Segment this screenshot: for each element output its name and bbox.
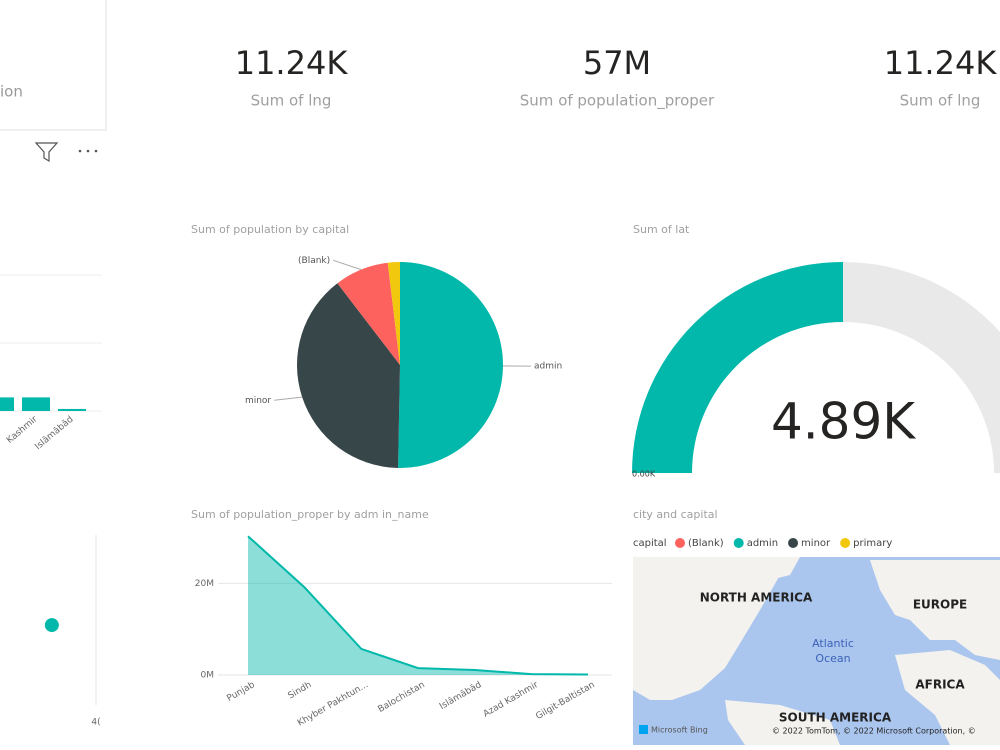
y-tick-label: 0M <box>201 671 215 681</box>
gauge-value: 4.89K <box>771 393 916 451</box>
card-value: 11.24K <box>884 44 998 82</box>
scatter-point <box>44 618 59 633</box>
legend-marker <box>733 538 744 548</box>
legend-label: primary <box>853 538 892 549</box>
slice-label: minor <box>245 396 271 406</box>
slice-label: admin <box>534 362 562 372</box>
slice-label: (Blank) <box>298 256 330 266</box>
map-label: SOUTH AMERICA <box>779 711 892 725</box>
area <box>248 536 588 675</box>
legend-marker <box>675 538 685 548</box>
filter-icon[interactable] <box>34 142 59 163</box>
x-tick-label: 4( <box>91 718 100 728</box>
map-label: Atlantic <box>812 637 854 650</box>
more-options[interactable] <box>78 149 98 153</box>
map-label: AFRICA <box>915 678 965 692</box>
chart-title: city and capital <box>633 508 718 521</box>
bar <box>0 397 14 411</box>
line <box>247 535 589 676</box>
bing-logo <box>639 725 648 734</box>
bar <box>22 397 50 411</box>
card-value: 11.24K <box>235 44 349 82</box>
legend-title: capital <box>633 538 667 549</box>
legend-marker <box>788 538 799 548</box>
pie-slice <box>387 262 400 365</box>
bar <box>58 408 86 411</box>
card-label: Sum of population_proper <box>520 92 715 111</box>
chart-title: Sum of population by capital <box>191 223 349 236</box>
leader-line <box>274 396 303 401</box>
legend-marker <box>840 538 851 548</box>
card-label: Sum of lng <box>900 92 981 110</box>
legend-label: minor <box>801 538 831 549</box>
card-value: 57M <box>583 44 651 82</box>
map-label: Ocean <box>815 652 850 665</box>
gauge-fill <box>632 262 843 473</box>
chart-title: Sum of population_proper by adm in_name <box>191 508 429 521</box>
pie-slice <box>398 262 504 468</box>
card-label: Sum of lng <box>251 92 332 110</box>
partial-card-text: ion <box>0 83 23 101</box>
map-label: NORTH AMERICA <box>700 591 813 605</box>
legend-label: admin <box>747 538 778 549</box>
map-land <box>870 560 1000 660</box>
map-land <box>895 650 1000 745</box>
map: NORTH AMERICA EUROPE Atlantic Ocean AFRI… <box>633 557 1000 745</box>
pie-slice <box>337 262 400 365</box>
chart-title: Sum of lat <box>633 223 690 236</box>
legend-label: (Blank) <box>688 538 724 549</box>
map-land <box>760 557 800 580</box>
y-tick-label: 20M <box>195 579 214 589</box>
map-logo: Microsoft Bing <box>651 726 708 735</box>
gauge-min-label: 0.00K <box>632 470 656 479</box>
map-land <box>633 557 780 700</box>
pie-slice <box>297 283 400 468</box>
map-land <box>725 700 840 745</box>
card-border <box>0 0 107 131</box>
map-attribution: © 2022 TomTom, © 2022 Microsoft Corporat… <box>772 727 976 736</box>
map-label: EUROPE <box>913 598 967 612</box>
gauge-track <box>843 262 1000 473</box>
leader-line <box>333 259 362 271</box>
